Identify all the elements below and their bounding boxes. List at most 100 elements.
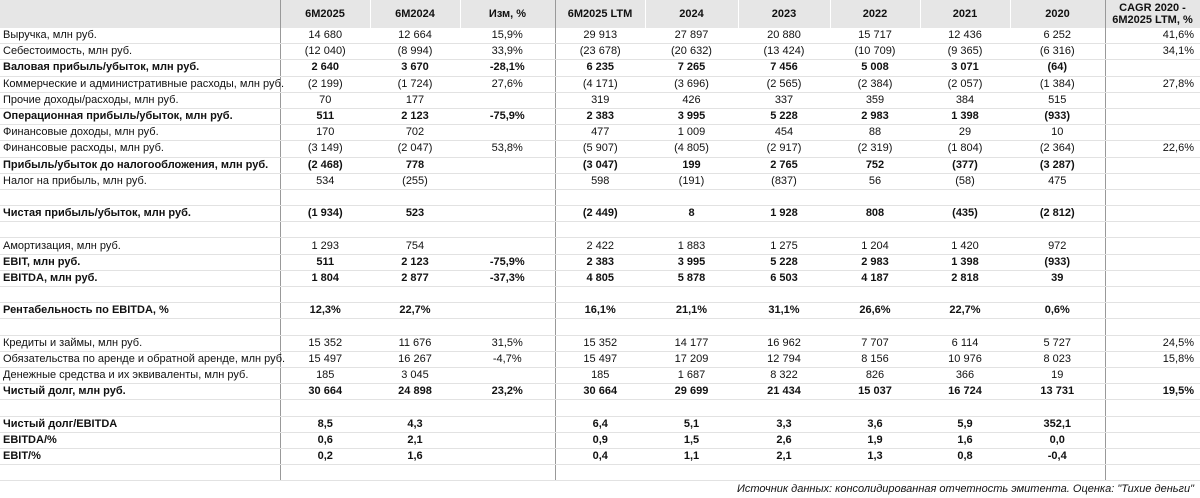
table-cell [460, 416, 556, 433]
table-cell [1105, 302, 1200, 320]
table-cell: 29 699 [645, 383, 738, 401]
blank-row [0, 464, 1200, 482]
table-cell: 39 [1010, 270, 1106, 288]
table-cell: (23 678) [555, 43, 645, 61]
table-cell [1105, 92, 1200, 109]
table-cell: 8,5 [280, 416, 370, 433]
table-cell [460, 205, 556, 223]
table-cell: 88 [830, 124, 920, 142]
table-cell: (2 812) [1010, 205, 1106, 223]
table-cell: 1,3 [830, 448, 920, 466]
table-cell [555, 221, 645, 239]
table-cell: (5 907) [555, 140, 645, 158]
table-cell: 337 [738, 92, 830, 109]
table-cell [830, 464, 920, 482]
table-cell: 22,7% [370, 302, 460, 320]
table-cell: 778 [370, 157, 460, 174]
table-cell: 754 [370, 237, 460, 255]
table-cell: 15 717 [830, 28, 920, 45]
table-row: Чистый долг, млн руб. 30 664 24 898 23,2% 30… [0, 383, 1200, 401]
table-cell: 0,6% [1010, 302, 1106, 320]
header-cell: 6M2024 [370, 0, 461, 28]
table-cell: 170 [280, 124, 370, 142]
table-cell: 1 398 [920, 108, 1010, 126]
table-row: Денежные средства и их эквиваленты, млн … [0, 367, 1200, 385]
table-cell: (20 632) [645, 43, 738, 61]
table-cell: 14 680 [280, 28, 370, 45]
table-cell: 6 114 [920, 335, 1010, 352]
table-cell: (2 468) [280, 157, 370, 174]
table-cell [1010, 286, 1106, 304]
table-cell [460, 432, 556, 449]
table-cell: 515 [1010, 92, 1106, 109]
table-cell: (3 149) [280, 140, 370, 158]
table-cell: 1 804 [280, 270, 370, 288]
table-cell: 366 [920, 367, 1010, 385]
table-cell [645, 286, 738, 304]
table-cell [1105, 432, 1200, 449]
table-cell: 6 503 [738, 270, 830, 288]
table-cell: 5 008 [830, 59, 920, 77]
table-cell: 3 670 [370, 59, 460, 77]
table-cell [280, 189, 370, 207]
table-cell [738, 286, 830, 304]
row-label: EBIT, млн руб. [0, 254, 281, 271]
header-row: 6M2025 6M2024 Изм, % 6M2025 LTM 2024 2023 2022… [0, 0, 1200, 28]
table-cell: 826 [830, 367, 920, 385]
blank-row [0, 318, 1200, 336]
table-cell: 30 664 [555, 383, 645, 401]
table-cell [830, 318, 920, 336]
table-row: Финансовые расходы, млн руб. (3 149) (2 04… [0, 140, 1200, 158]
table-cell [738, 318, 830, 336]
footer-note: Источник данных: консолидированная отчет… [737, 483, 1194, 496]
table-cell [555, 464, 645, 482]
table-cell [1105, 173, 1200, 190]
table-cell [1105, 157, 1200, 174]
table-cell: (2 565) [738, 76, 830, 93]
table-cell [460, 318, 556, 336]
row-label [0, 399, 281, 417]
table-cell [738, 189, 830, 207]
table-cell: 24 898 [370, 383, 460, 401]
table-cell: 6 252 [1010, 28, 1106, 45]
table-cell: (2 319) [830, 140, 920, 158]
table-cell: 454 [738, 124, 830, 142]
table-cell: 56 [830, 173, 920, 190]
table-cell [1105, 124, 1200, 142]
table-cell [1010, 464, 1106, 482]
table-cell: 384 [920, 92, 1010, 109]
row-label: Кредиты и займы, млн руб. [0, 335, 281, 352]
table-cell: 15,8% [1105, 351, 1200, 368]
table-row: EBIT/% 0,2 1,6 0,4 1,1 2,1 1,3 0,8 -0,4 [0, 448, 1200, 466]
table-cell: 1 883 [645, 237, 738, 255]
table-row: Рентабельность по EBITDA, % 12,3% 22,7% 16,… [0, 302, 1200, 320]
table-cell: (1 934) [280, 205, 370, 223]
row-label: Чистая прибыль/убыток, млн руб. [0, 205, 281, 223]
table-cell: 359 [830, 92, 920, 109]
table-cell: 752 [830, 157, 920, 174]
table-cell: 0,9 [555, 432, 645, 449]
table-cell: 1,6 [370, 448, 460, 466]
table-cell: 8 322 [738, 367, 830, 385]
table-cell: 6 235 [555, 59, 645, 77]
row-label: Чистый долг/EBITDA [0, 416, 281, 433]
table-cell [370, 464, 460, 482]
blank-row [0, 221, 1200, 239]
table-cell: 34,1% [1105, 43, 1200, 61]
table-cell: (58) [920, 173, 1010, 190]
table-row: EBITDA, млн руб. 1 804 2 877 -37,3% 4 805 5 8… [0, 270, 1200, 288]
row-label [0, 221, 281, 239]
table-cell [460, 157, 556, 174]
table-cell [1105, 205, 1200, 223]
table-body: Выручка, млн руб. 14 680 12 664 15,9% 29 913… [0, 28, 1200, 482]
table-cell: (933) [1010, 108, 1106, 126]
table-cell: 972 [1010, 237, 1106, 255]
table-cell: 702 [370, 124, 460, 142]
table-cell [1105, 318, 1200, 336]
table-cell [460, 173, 556, 190]
row-label: Налог на прибыль, млн руб. [0, 173, 281, 190]
row-label: Денежные средства и их эквиваленты, млн … [0, 367, 281, 385]
table-cell [460, 464, 556, 482]
table-cell: (3 287) [1010, 157, 1106, 174]
table-cell [460, 286, 556, 304]
